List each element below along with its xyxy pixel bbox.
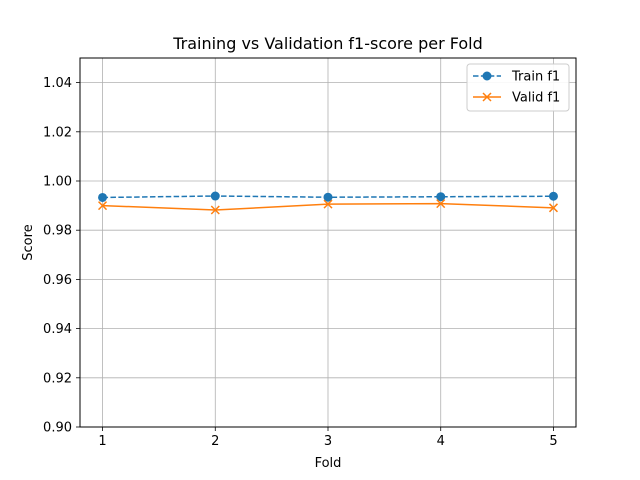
y-tick-label: 0.96	[43, 273, 72, 288]
y-tick-label: 0.90	[43, 421, 72, 436]
x-tick-label: 3	[324, 434, 332, 449]
series-train-f1	[98, 191, 558, 202]
chart-title: Training vs Validation f1-score per Fold	[172, 34, 483, 53]
x-tick-label: 2	[211, 434, 219, 449]
y-tick-label: 1.02	[43, 125, 72, 140]
x-tick-label: 1	[98, 434, 106, 449]
legend: Train f1 Valid f1	[466, 63, 570, 112]
y-tick-label: 1.04	[43, 76, 72, 91]
legend-swatch-marker	[482, 71, 492, 81]
y-tick-label: 0.92	[43, 371, 72, 386]
x-marker-stroke	[548, 203, 558, 213]
series-layer	[98, 191, 558, 215]
data-point-train-f1	[210, 191, 220, 201]
data-point-valid-f1	[548, 203, 558, 213]
legend-label: Valid f1	[512, 91, 560, 106]
data-point-valid-f1	[436, 199, 446, 209]
y-tick-label: 1.00	[43, 175, 72, 190]
y-tick-label: 0.94	[43, 322, 72, 337]
data-point-valid-f1	[98, 201, 108, 211]
x-axis-label: Fold	[315, 456, 342, 471]
x-marker-stroke	[98, 201, 108, 211]
data-point-train-f1	[548, 191, 558, 201]
x-axis: 1 2 3 4 5	[98, 427, 558, 449]
legend-label: Train f1	[511, 70, 560, 85]
data-point-valid-f1	[210, 205, 220, 215]
data-point-train-f1	[323, 192, 333, 202]
x-tick-label: 4	[437, 434, 445, 449]
x-tick-label: 5	[549, 434, 557, 449]
grid-lines	[80, 58, 576, 428]
series-valid-f1	[98, 199, 558, 215]
data-point-valid-f1	[323, 199, 333, 209]
legend-item-valid-f1: Valid f1	[473, 91, 560, 106]
x-marker-stroke	[436, 199, 446, 209]
legend-swatch-marker	[482, 92, 492, 102]
data-point-train-f1	[98, 192, 108, 202]
y-tick-label: 0.98	[43, 224, 72, 239]
x-marker-stroke	[210, 205, 220, 215]
y-axis: 0.90 0.92 0.94 0.96 0.98 1.00 1.02 1.04	[43, 76, 80, 436]
data-point-train-f1	[436, 192, 446, 202]
x-marker-stroke	[482, 92, 492, 102]
legend-item-train-f1: Train f1	[473, 70, 560, 85]
x-marker-stroke	[323, 199, 333, 209]
y-axis-label: Score	[21, 224, 36, 260]
